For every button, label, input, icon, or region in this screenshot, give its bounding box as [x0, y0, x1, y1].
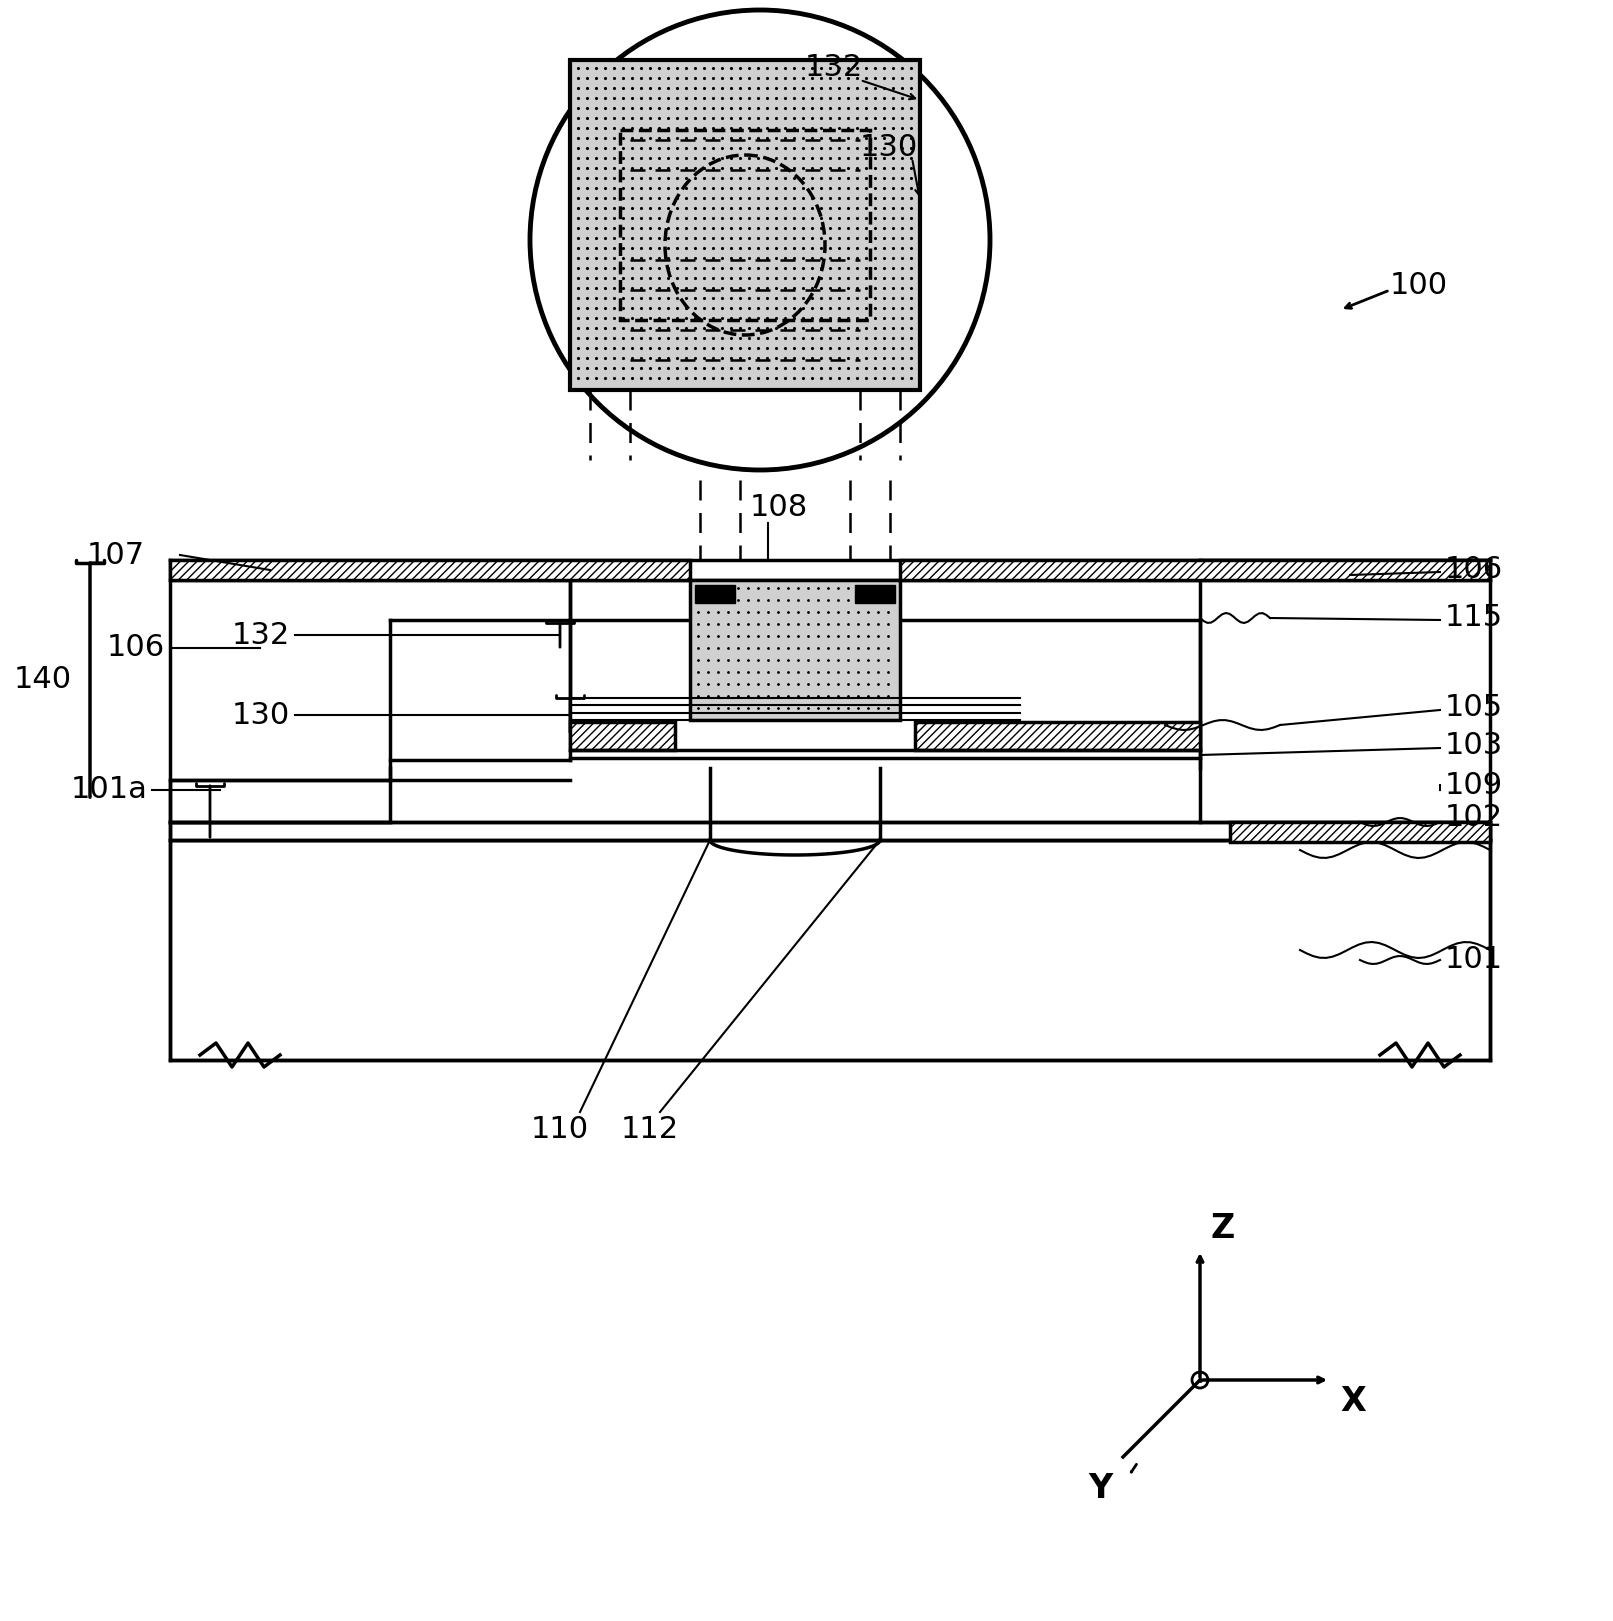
Text: 108: 108: [750, 493, 808, 522]
Bar: [915, 721, 1200, 751]
Bar: [1231, 822, 1490, 841]
Bar: [695, 585, 736, 603]
Bar: [690, 580, 900, 720]
Bar: [169, 840, 1490, 1060]
Bar: [569, 60, 919, 391]
Bar: [619, 130, 869, 319]
Text: 100: 100: [1390, 271, 1448, 300]
Text: 106: 106: [1445, 556, 1503, 585]
Text: X: X: [1340, 1384, 1366, 1418]
Text: 106: 106: [106, 634, 165, 663]
Bar: [169, 559, 690, 580]
Text: 101a: 101a: [71, 775, 148, 804]
Bar: [169, 780, 390, 822]
Bar: [855, 585, 895, 603]
Bar: [900, 559, 1490, 580]
FancyArrowPatch shape: [1131, 1464, 1137, 1472]
Text: 103: 103: [1445, 731, 1503, 760]
Text: Z: Z: [1210, 1213, 1234, 1245]
Text: 107: 107: [87, 540, 145, 569]
Bar: [569, 721, 674, 751]
Bar: [169, 822, 1490, 840]
Text: 101: 101: [1445, 945, 1503, 974]
Text: 130: 130: [232, 700, 290, 729]
Text: 132: 132: [805, 53, 863, 83]
Text: 130: 130: [860, 133, 918, 162]
Text: Y: Y: [1089, 1472, 1113, 1504]
Text: 112: 112: [621, 1115, 679, 1144]
Text: 110: 110: [531, 1115, 589, 1144]
Text: 109: 109: [1445, 770, 1503, 799]
Text: 102: 102: [1445, 804, 1503, 833]
Text: 140: 140: [15, 666, 73, 694]
Text: 115: 115: [1445, 603, 1503, 632]
Text: 105: 105: [1445, 692, 1503, 721]
Text: 132: 132: [232, 621, 290, 650]
